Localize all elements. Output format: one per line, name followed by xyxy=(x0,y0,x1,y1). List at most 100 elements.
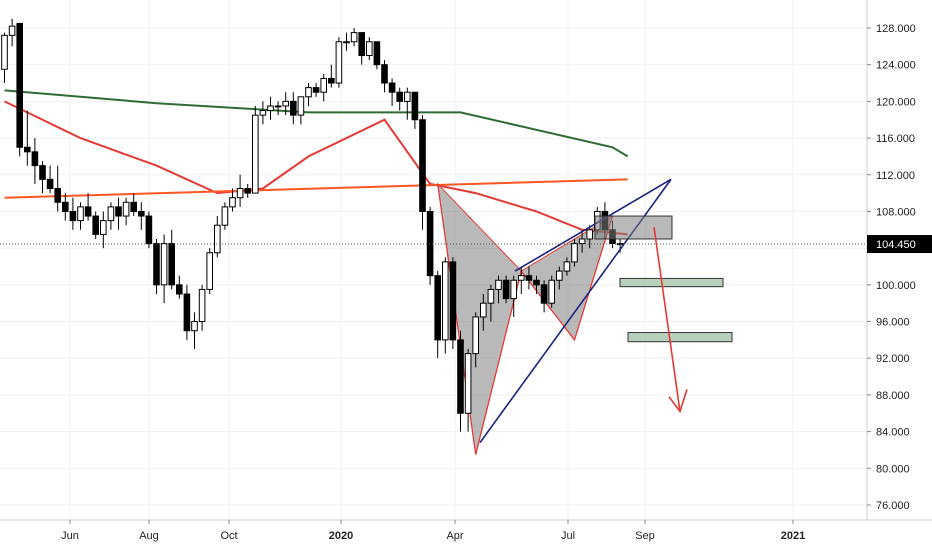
candle-body xyxy=(381,64,388,84)
candle-body xyxy=(571,243,578,263)
y-tick-label: 128.000 xyxy=(876,23,916,35)
candle-body xyxy=(434,275,441,341)
moving-average-line xyxy=(4,100,628,236)
candle-body xyxy=(153,243,160,286)
candle-body xyxy=(46,178,54,190)
candle-body xyxy=(39,165,46,180)
candle-body xyxy=(312,87,320,93)
x-tick-label: Apr xyxy=(446,530,463,542)
candle-body xyxy=(411,91,419,121)
candle-body xyxy=(442,261,449,341)
candle-body xyxy=(24,146,31,153)
price-axis-bg xyxy=(867,0,932,550)
candle-body xyxy=(16,22,23,148)
x-tick-label: 2020 xyxy=(329,530,353,542)
candle-body xyxy=(160,243,168,286)
candle-body xyxy=(540,284,548,304)
arrow-head-icon xyxy=(668,389,688,414)
candle-body xyxy=(578,238,586,245)
candle-body xyxy=(586,229,594,240)
candle-body xyxy=(487,288,495,304)
moving-averages xyxy=(4,89,629,236)
candle-body xyxy=(502,279,510,300)
candle-body xyxy=(1,34,8,70)
y-tick-label: 124.000 xyxy=(876,60,916,72)
last-price-label: 104.450 xyxy=(867,235,932,254)
resistance-zone[interactable] xyxy=(594,215,673,240)
candle-body xyxy=(419,119,426,212)
candle-body xyxy=(366,41,373,57)
candle-body xyxy=(335,41,343,84)
time-axis[interactable]: Jun Aug Oct 2020 Apr Jul Sep 2021 xyxy=(0,519,932,550)
candle-body xyxy=(107,206,115,222)
candle-body xyxy=(457,339,464,414)
candle-body xyxy=(396,91,403,102)
candle-body xyxy=(221,206,229,226)
candle-body xyxy=(183,293,191,332)
candle-body xyxy=(229,197,236,208)
y-tick-label: 80.000 xyxy=(876,463,910,475)
candle-body xyxy=(92,215,100,235)
candle-body xyxy=(328,77,335,84)
y-tick-label: 92.000 xyxy=(876,353,910,365)
x-tick-label: Jul xyxy=(561,530,575,542)
candle-body xyxy=(297,96,305,116)
y-tick-label: 116.000 xyxy=(876,133,915,145)
y-tick-label: 100.000 xyxy=(876,280,916,292)
candle-body xyxy=(176,284,183,295)
candle-body xyxy=(244,188,251,194)
y-tick-label: 108.000 xyxy=(876,206,916,218)
projection-arrow[interactable] xyxy=(653,226,681,412)
target-zone-1[interactable] xyxy=(619,277,724,288)
x-tick-label: 2021 xyxy=(781,530,805,542)
candle-body xyxy=(404,91,411,102)
candle-body xyxy=(495,279,502,290)
x-tick-label: Oct xyxy=(220,530,237,542)
candle-body xyxy=(84,206,92,217)
x-tick-label: Sep xyxy=(635,530,655,542)
candle-body xyxy=(373,41,381,66)
moving-average-line xyxy=(4,89,629,158)
wedge-upper-line[interactable] xyxy=(514,178,672,272)
candle-body xyxy=(115,206,122,217)
candle-body xyxy=(138,210,145,217)
y-tick-label: 76.000 xyxy=(876,500,910,512)
candle-body xyxy=(130,201,137,212)
grid xyxy=(0,0,867,520)
candle-body xyxy=(518,275,525,281)
candle-body xyxy=(69,210,77,222)
time-axis-bg xyxy=(0,520,932,550)
candle-body xyxy=(525,275,533,281)
harmonic-pattern xyxy=(436,182,614,455)
candle-body xyxy=(274,105,282,108)
candle-body xyxy=(259,110,267,116)
candle-body xyxy=(616,243,624,246)
candle-body xyxy=(198,288,206,323)
candle-body xyxy=(122,201,130,217)
candle-body xyxy=(8,25,16,36)
candle-body xyxy=(464,353,472,414)
x-tick-label: Aug xyxy=(139,530,159,542)
candle-body xyxy=(533,279,540,286)
candle-body xyxy=(472,316,479,355)
price-axis[interactable]: 76.000 80.000 84.000 88.000 92.000 96.000 100.… xyxy=(866,0,932,550)
last-price-badge xyxy=(867,235,932,254)
candle-body xyxy=(548,279,556,304)
y-tick-label: 84.000 xyxy=(876,427,910,439)
candle-body xyxy=(290,100,297,116)
candle-body xyxy=(54,188,62,203)
y-tick-label: 120.000 xyxy=(876,96,916,108)
x-tick-label: Jun xyxy=(61,530,79,542)
candle-body xyxy=(510,279,517,300)
candle-body xyxy=(100,220,107,235)
candle-body xyxy=(77,206,84,222)
candlesticks xyxy=(1,18,624,432)
y-tick-label: 88.000 xyxy=(876,390,910,402)
moving-average-line xyxy=(4,178,628,199)
target-zone-2[interactable] xyxy=(627,332,733,343)
candle-body xyxy=(480,302,487,318)
candle-body xyxy=(62,201,69,212)
last-price-value: 104.450 xyxy=(876,239,916,251)
candle-body xyxy=(563,261,571,272)
